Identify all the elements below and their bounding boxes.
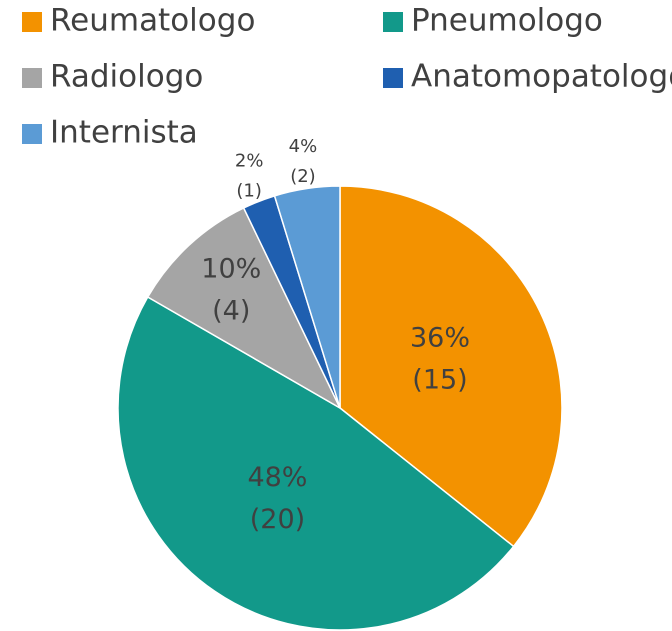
legend-swatch	[383, 68, 403, 88]
legend-label: Radiologo	[50, 59, 203, 95]
data-label: (15)	[412, 364, 467, 395]
pie-slice	[339, 185, 563, 548]
data-label: 36%	[410, 322, 470, 353]
legend-label: Reumatologo	[50, 3, 255, 39]
pie-slice	[273, 185, 341, 409]
data-label: 2%	[235, 151, 264, 172]
data-label: (20)	[250, 504, 305, 535]
legend-swatch	[22, 12, 42, 32]
pie-slice	[117, 295, 515, 631]
legend-swatch	[383, 12, 403, 32]
data-label: 4%	[289, 136, 318, 157]
legend-swatch	[22, 124, 42, 144]
legend-label: Anatomopatologo	[411, 59, 672, 95]
legend-swatch	[22, 68, 42, 88]
data-label: 48%	[247, 462, 307, 493]
legend-label: Internista	[50, 115, 198, 151]
data-label: (2)	[290, 166, 316, 187]
legend-label: Pneumologo	[411, 3, 603, 39]
pie-slice	[146, 206, 342, 410]
data-label: 10%	[201, 253, 261, 284]
data-label: (4)	[212, 295, 250, 326]
data-label: (1)	[236, 181, 262, 202]
